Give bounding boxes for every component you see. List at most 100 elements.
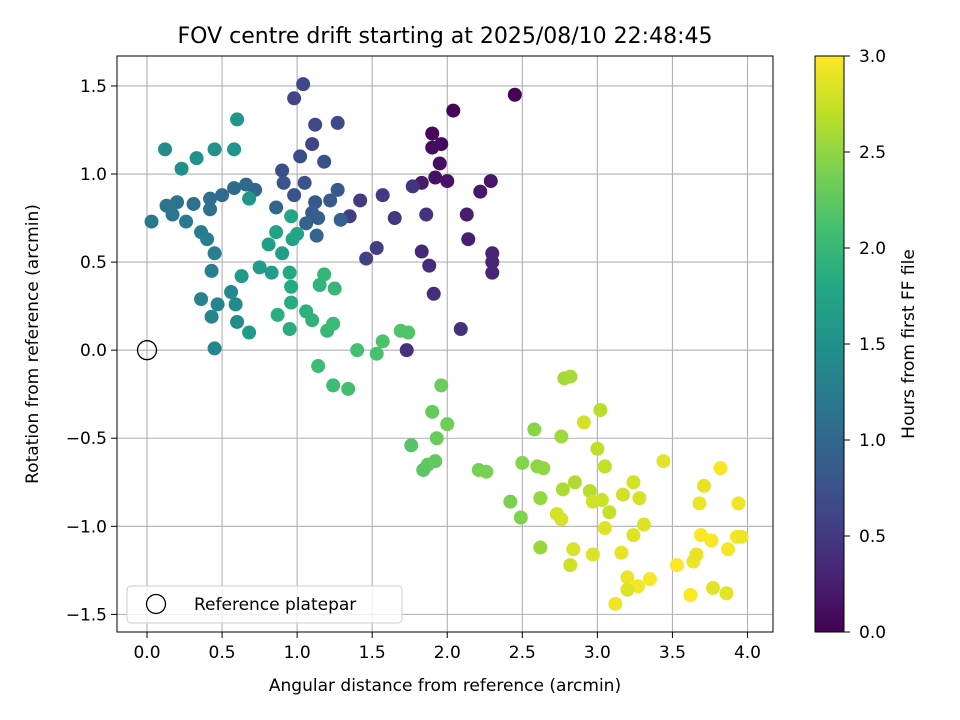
data-point xyxy=(620,582,635,597)
x-tick-label: 3.0 xyxy=(584,643,611,663)
data-point xyxy=(615,487,630,502)
data-point xyxy=(630,579,645,594)
data-point xyxy=(227,181,242,196)
data-point xyxy=(287,188,302,203)
data-point xyxy=(296,77,311,92)
data-point xyxy=(593,403,608,418)
data-point xyxy=(513,510,528,525)
data-point xyxy=(425,126,440,141)
data-point xyxy=(563,558,578,573)
data-point xyxy=(533,540,548,555)
x-tick-label: 0.5 xyxy=(209,643,236,663)
data-point xyxy=(287,91,302,106)
y-tick-label: 0.5 xyxy=(80,253,107,273)
data-point xyxy=(597,459,612,474)
data-point xyxy=(375,334,390,349)
data-point xyxy=(215,188,230,203)
y-tick-label: −1.5 xyxy=(66,605,107,625)
data-point xyxy=(432,156,447,171)
data-point xyxy=(404,438,419,453)
data-point xyxy=(275,246,290,261)
data-point xyxy=(204,263,219,278)
data-point xyxy=(585,547,600,562)
colorbar-tick-label: 2.0 xyxy=(859,239,886,259)
data-point xyxy=(387,211,402,226)
colorbar-tick-label: 0.0 xyxy=(859,623,886,643)
data-point xyxy=(189,151,204,166)
data-point xyxy=(429,431,444,446)
legend-box xyxy=(126,585,403,624)
data-point xyxy=(566,542,581,557)
data-point xyxy=(434,378,449,393)
data-point xyxy=(269,225,284,240)
data-point xyxy=(326,316,341,331)
data-point xyxy=(305,313,320,328)
y-ticks: −1.5 −1.0 −0.5 0.0 0.5 1.0 1.5 xyxy=(66,77,117,625)
data-point xyxy=(353,193,368,208)
data-point xyxy=(144,214,159,229)
x-tick-label: 2.0 xyxy=(434,643,461,663)
data-point xyxy=(399,343,414,358)
data-point xyxy=(330,115,345,130)
data-point xyxy=(704,533,719,548)
y-tick-label: 0.0 xyxy=(80,341,107,361)
data-point xyxy=(585,494,600,509)
data-point xyxy=(683,588,698,603)
data-point xyxy=(323,193,338,208)
data-point xyxy=(693,528,708,543)
data-point xyxy=(626,475,641,490)
data-point xyxy=(341,381,356,396)
data-point xyxy=(636,517,651,532)
data-point xyxy=(228,297,243,312)
data-point xyxy=(276,175,291,190)
data-point xyxy=(242,191,257,206)
data-point xyxy=(230,314,245,329)
data-point xyxy=(308,117,323,132)
x-tick-label: 3.5 xyxy=(659,643,686,663)
colorbar-tick-label: 1.0 xyxy=(859,431,886,451)
x-axis-label: Angular distance from reference (arcmin) xyxy=(269,676,621,696)
data-point xyxy=(440,417,455,432)
data-point xyxy=(656,454,671,469)
x-ticks: 0.0 0.5 1.0 1.5 2.0 2.5 3.0 3.5 4.0 xyxy=(133,632,761,663)
y-tick-label: 1.0 xyxy=(80,165,107,185)
data-point xyxy=(230,112,245,127)
data-point xyxy=(536,461,551,476)
data-point xyxy=(311,359,326,374)
data-point xyxy=(401,325,416,340)
data-point xyxy=(620,570,635,585)
x-tick-label: 4.0 xyxy=(734,643,761,663)
data-point xyxy=(602,505,617,520)
data-point xyxy=(204,309,219,324)
data-point xyxy=(297,175,312,190)
data-point xyxy=(731,496,746,511)
data-point xyxy=(414,244,429,259)
data-point xyxy=(170,195,185,210)
data-point xyxy=(369,346,384,361)
y-tick-label: −1.0 xyxy=(66,517,107,537)
data-point xyxy=(312,277,327,292)
data-point xyxy=(270,307,285,322)
data-point xyxy=(284,209,299,224)
data-point xyxy=(359,251,374,266)
chart-title: FOV centre drift starting at 2025/08/10 … xyxy=(178,24,713,49)
data-point xyxy=(503,494,518,509)
data-point xyxy=(242,325,257,340)
colorbar-tick-label: 0.5 xyxy=(859,527,886,547)
data-point xyxy=(422,258,437,273)
data-point xyxy=(713,461,728,476)
data-point xyxy=(446,103,461,118)
data-point xyxy=(479,464,494,479)
reference-marker xyxy=(136,340,158,361)
x-tick-label: 0.0 xyxy=(133,643,160,663)
data-point xyxy=(555,482,570,497)
data-point xyxy=(203,202,218,217)
x-tick-label: 2.5 xyxy=(509,643,536,663)
data-point xyxy=(284,279,299,294)
legend-reference-marker xyxy=(145,593,167,615)
colorbar-label: Hours from first FF file xyxy=(899,249,919,439)
data-point xyxy=(207,142,222,157)
grid-lines xyxy=(117,56,773,632)
data-point xyxy=(563,369,578,384)
